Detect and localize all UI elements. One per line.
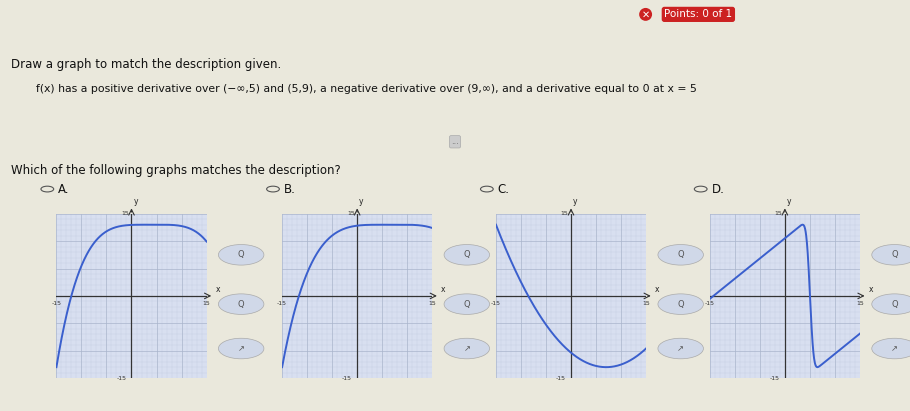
Text: 15: 15 [774,211,783,216]
Text: -15: -15 [770,376,780,381]
Text: Q: Q [891,300,898,309]
Text: x: x [216,285,220,294]
Text: ↗: ↗ [891,344,898,353]
Text: f(x) has a positive derivative over (−∞,5) and (5,9), a negative derivative over: f(x) has a positive derivative over (−∞,… [36,84,697,94]
Text: 15: 15 [347,211,355,216]
Text: C.: C. [498,182,510,196]
Text: -15: -15 [116,376,126,381]
Text: -15: -15 [52,301,61,306]
Text: y: y [573,196,578,206]
Text: ✕: ✕ [642,9,650,19]
Text: 15: 15 [429,301,436,306]
Text: D.: D. [712,182,724,196]
Text: 15: 15 [203,301,210,306]
Text: y: y [787,196,792,206]
Text: Q: Q [238,300,245,309]
Text: A.: A. [58,182,70,196]
Text: Q: Q [677,300,684,309]
Text: -15: -15 [278,301,287,306]
Text: Q: Q [463,300,470,309]
Text: y: y [359,196,364,206]
Text: Q: Q [463,250,470,259]
Text: x: x [655,285,660,294]
Text: 15: 15 [561,211,569,216]
Text: ...: ... [451,137,459,146]
Text: Q: Q [677,250,684,259]
Text: Q: Q [891,250,898,259]
Text: B.: B. [284,182,296,196]
Text: -15: -15 [705,301,714,306]
Text: -15: -15 [491,301,501,306]
Text: ↗: ↗ [238,344,245,353]
Text: -15: -15 [556,376,566,381]
Text: Draw a graph to match the description given.: Draw a graph to match the description gi… [11,58,281,71]
Text: ↗: ↗ [463,344,470,353]
Text: Q: Q [238,250,245,259]
Text: 15: 15 [856,301,864,306]
Text: 15: 15 [642,301,650,306]
Text: x: x [869,285,874,294]
Text: 15: 15 [121,211,129,216]
Text: Which of the following graphs matches the description?: Which of the following graphs matches th… [11,164,340,178]
Text: -15: -15 [342,376,352,381]
Text: x: x [441,285,446,294]
Text: Points: 0 of 1: Points: 0 of 1 [664,9,733,19]
Text: y: y [134,196,138,206]
Text: ↗: ↗ [677,344,684,353]
